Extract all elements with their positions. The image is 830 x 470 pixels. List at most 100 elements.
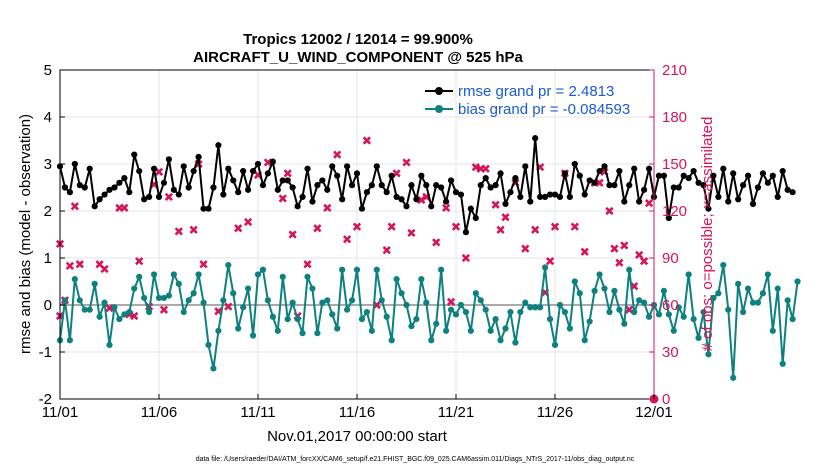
bias-point [606,308,613,316]
rmse-point [730,170,737,177]
count-marker [635,250,644,259]
rmse-point [576,172,583,179]
count-marker [130,311,139,321]
rmse-point [146,193,153,200]
rmse-point [91,203,98,210]
count-marker [451,222,461,231]
rmse-point [185,184,192,191]
bias-point [299,330,306,337]
rmse-point [740,182,747,189]
bias-point [210,365,217,372]
bias-point [116,316,123,323]
bias-point [254,271,262,278]
y2-tick-label: 120 [662,203,687,220]
rmse-point [334,172,341,179]
count-marker-stroke [234,224,243,233]
bias-point [388,337,395,344]
rmse-point [626,182,633,189]
y2-tick-label: 0 [662,391,670,408]
rmse-point [269,158,276,165]
bias-point [596,271,603,278]
bias-point [121,311,128,318]
bias-point [576,290,583,297]
rmse-point [245,186,252,193]
count-marker [481,164,490,173]
bias-point [428,337,435,344]
count-marker [342,235,352,244]
rmse-point [254,160,262,168]
bias-point [259,266,267,273]
bias-point [477,297,484,304]
bias-point [532,304,539,311]
bias-point [180,308,187,316]
bias-point [675,304,682,311]
count-marker-stroke [570,222,579,231]
rmse-point [190,167,197,175]
bias-point [398,290,405,297]
bias-point [744,285,752,292]
count-marker [610,244,619,253]
x-tick-label: 11/21 [438,404,474,421]
rmse-point [744,172,752,179]
bias-point [482,306,489,313]
x-axis-label: Nov.01,2017 00:00:00 start [267,428,448,445]
count-marker-stroke [620,241,629,250]
chart-title: Tropics 12002 / 12014 = 99.900% [243,31,473,48]
bias-point [601,285,608,292]
bias-point [240,304,247,311]
rmse-point [655,172,663,179]
count-marker [639,257,649,266]
count-marker-stroke [595,178,604,187]
count-marker [65,261,75,270]
bias-point [492,316,499,323]
count-marker-stroke [471,163,480,172]
rmse-point [106,186,113,193]
rmse-point [344,163,351,170]
count-marker [471,163,480,172]
bias-point [452,311,460,318]
bias-point [284,316,291,323]
bias-point [591,287,598,294]
rmse-point [616,167,623,175]
rmse-point [645,165,653,172]
rmse-point [71,160,78,168]
bias-point [759,290,767,297]
count-marker [70,202,79,211]
count-marker-stroke [644,199,654,208]
count-marker [595,178,604,187]
bias-point [740,308,747,316]
rmse-point [235,189,242,196]
rmse-point [116,179,123,186]
rmse-point [195,153,202,161]
rmse-point [329,163,336,170]
rmse-point [700,182,707,189]
count-marker-stroke [605,206,614,216]
rmse-point [472,214,479,222]
rmse-point [428,203,435,210]
bias-point [279,273,286,280]
bias-point [294,316,301,323]
bias-point [522,299,529,306]
rmse-point [76,182,83,189]
bias-point [71,276,78,283]
rmse-point [299,193,306,200]
bias-point [146,308,153,316]
count-marker-stroke [154,167,164,176]
count-marker [531,225,540,234]
count-marker [199,260,208,269]
bias-point [769,327,776,334]
count-marker [446,297,456,306]
bias-point [438,266,445,273]
count-marker [174,227,183,236]
rmse-point [264,170,271,177]
bias-point [175,280,182,287]
rmse-point [769,172,776,179]
rmse-point [636,198,643,205]
count-marker-stroke [224,302,233,311]
bias-point [353,266,361,273]
rmse-point [368,182,375,189]
y-tick-label: -2 [39,391,52,408]
rmse-point [492,182,499,189]
legend-bias-marker [435,105,443,113]
bias-point [551,341,559,349]
